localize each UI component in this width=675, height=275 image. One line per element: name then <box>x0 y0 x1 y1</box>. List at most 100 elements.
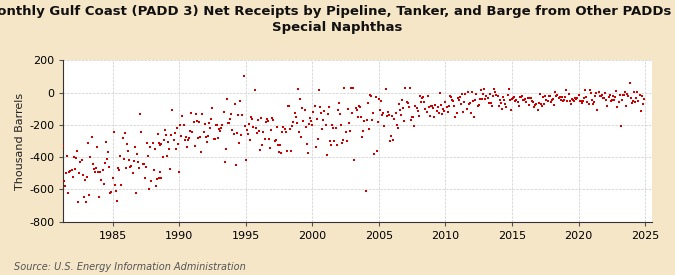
Point <box>389 117 400 122</box>
Point <box>92 170 103 174</box>
Point <box>87 161 98 166</box>
Point <box>121 166 132 170</box>
Point <box>78 195 89 199</box>
Point <box>377 113 387 117</box>
Point <box>363 127 374 131</box>
Point <box>190 112 201 116</box>
Point <box>370 95 381 99</box>
Point <box>90 166 101 170</box>
Point <box>514 95 525 99</box>
Point <box>449 104 460 109</box>
Point <box>468 99 479 103</box>
Point <box>385 134 396 138</box>
Point <box>507 97 518 101</box>
Point <box>187 130 198 134</box>
Point <box>133 160 144 164</box>
Point <box>600 90 611 95</box>
Point <box>564 98 575 103</box>
Point <box>578 98 589 103</box>
Point <box>236 133 246 138</box>
Point <box>58 178 69 183</box>
Point <box>395 108 406 112</box>
Point <box>281 149 292 153</box>
Point <box>254 148 265 152</box>
Point <box>115 153 126 158</box>
Point <box>539 101 549 106</box>
Point <box>545 100 556 104</box>
Point <box>509 95 520 99</box>
Point <box>526 98 537 103</box>
Point <box>183 138 194 142</box>
Point <box>516 95 526 100</box>
Point <box>109 183 120 188</box>
Point <box>595 94 606 98</box>
Point <box>166 133 177 137</box>
Point <box>524 96 535 101</box>
Point <box>454 95 465 100</box>
Point <box>59 183 70 188</box>
Point <box>432 104 443 109</box>
Point <box>497 107 508 111</box>
Point <box>333 101 344 106</box>
Point <box>364 92 375 97</box>
Point <box>149 146 160 151</box>
Point <box>88 167 99 172</box>
Point <box>271 125 282 129</box>
Point <box>628 90 639 95</box>
Point <box>230 102 240 107</box>
Point <box>542 99 553 104</box>
Point <box>316 111 327 116</box>
Point <box>402 101 413 106</box>
Point <box>556 98 566 102</box>
Point <box>457 92 468 96</box>
Point <box>373 120 383 124</box>
Point <box>245 138 256 142</box>
Point <box>170 147 181 151</box>
Point <box>175 123 186 127</box>
Point <box>177 114 188 118</box>
Point <box>111 199 122 204</box>
Point <box>192 119 202 123</box>
Point <box>158 138 169 143</box>
Point <box>173 169 184 174</box>
Point <box>155 170 165 174</box>
Point <box>558 99 568 103</box>
Point <box>63 191 74 195</box>
Point <box>559 98 570 102</box>
Point <box>452 96 463 100</box>
Point <box>290 114 301 119</box>
Point <box>302 150 313 155</box>
Point <box>295 96 306 101</box>
Point <box>357 135 368 140</box>
Point <box>523 103 534 107</box>
Point <box>298 119 309 123</box>
Point <box>469 115 480 120</box>
Point <box>344 121 354 125</box>
Point <box>348 86 358 90</box>
Point <box>284 104 294 109</box>
Point <box>292 87 303 91</box>
Point <box>154 141 165 146</box>
Point <box>304 116 315 120</box>
Point <box>602 103 613 108</box>
Point <box>309 104 320 109</box>
Point <box>125 165 136 169</box>
Point <box>578 96 589 100</box>
Point <box>242 128 252 132</box>
Point <box>351 108 362 112</box>
Point <box>185 128 196 133</box>
Point <box>259 136 270 141</box>
Point <box>599 96 610 101</box>
Point <box>331 143 342 147</box>
Point <box>346 86 356 90</box>
Point <box>624 81 635 85</box>
Point <box>268 118 279 123</box>
Point <box>122 141 132 146</box>
Point <box>554 95 565 99</box>
Point <box>161 133 171 138</box>
Point <box>385 139 396 143</box>
Point <box>156 141 167 146</box>
Point <box>573 93 584 97</box>
Point <box>478 92 489 96</box>
Point <box>328 126 339 130</box>
